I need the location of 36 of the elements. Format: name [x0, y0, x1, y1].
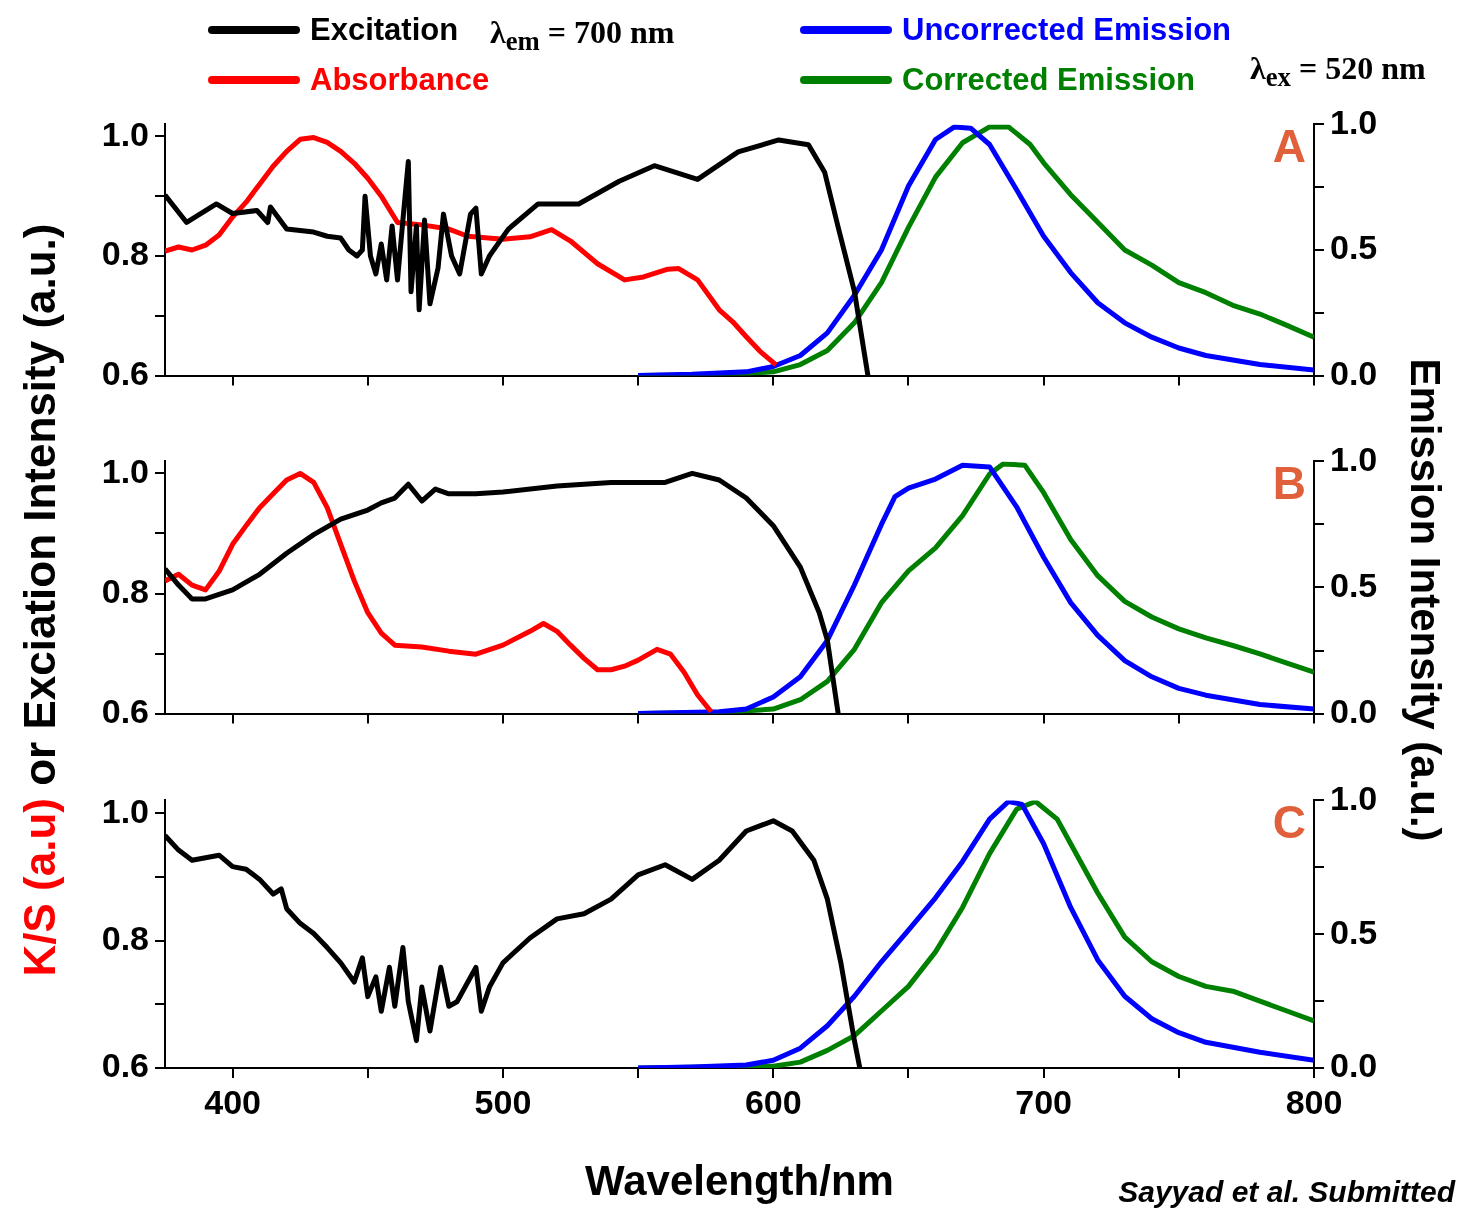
y2-tick-label: 1.0: [1330, 778, 1378, 817]
legend-label: Corrected Emission: [902, 62, 1195, 98]
x-tick-label: 600: [744, 1082, 802, 1121]
y2-tick-label: 1.0: [1330, 439, 1378, 478]
y2-axis-title: Emission Intensity (a.u.): [1402, 358, 1449, 842]
legend-label: Excitation: [310, 12, 459, 48]
y2-tick-label: 0.5: [1330, 228, 1378, 267]
legend-label: Absorbance: [310, 62, 490, 98]
x-axis-title: Wavelength/nm: [585, 1157, 894, 1205]
text: Sayyad et al. Submitted: [1118, 1175, 1455, 1209]
y2-tick-label: 0.0: [1330, 691, 1378, 730]
y-tick-label: 1.0: [101, 791, 149, 830]
y-tick-label: 0.8: [101, 234, 149, 273]
y-axis-title: K/S (a.u) or Exciation Intensity (a.u.): [15, 223, 64, 977]
y2-tick-label: 0.0: [1330, 353, 1378, 392]
text: λ$_{ex}$ = 520 nm: [1250, 50, 1426, 94]
x-tick-label: 400: [204, 1082, 261, 1121]
y2-tick-label: 0.5: [1330, 912, 1378, 951]
y2-tick-label: 0.5: [1330, 565, 1378, 604]
y-tick-label: 1.0: [101, 114, 149, 153]
legend-label: Uncorrected Emission: [902, 12, 1232, 48]
y-tick-label: 1.0: [101, 451, 149, 490]
y2-tick-label: 0.0: [1330, 1046, 1378, 1085]
y2-tick-label: 1.0: [1330, 102, 1378, 141]
y-tick-label: 0.8: [101, 571, 149, 610]
x-tick-label: 700: [1015, 1082, 1073, 1121]
x-tick-label: 800: [1285, 1082, 1343, 1121]
y-tick-label: 0.6: [101, 1046, 149, 1085]
annotation: A: [1272, 120, 1306, 172]
y-tick-label: 0.6: [101, 353, 149, 392]
y-tick-label: 0.8: [101, 918, 149, 957]
x-tick-label: 500: [474, 1082, 532, 1121]
text: λ$_{em}$ = 700 nm: [490, 14, 675, 58]
annotation: C: [1272, 796, 1306, 848]
y-tick-label: 0.6: [101, 691, 149, 730]
annotation: B: [1272, 457, 1306, 509]
